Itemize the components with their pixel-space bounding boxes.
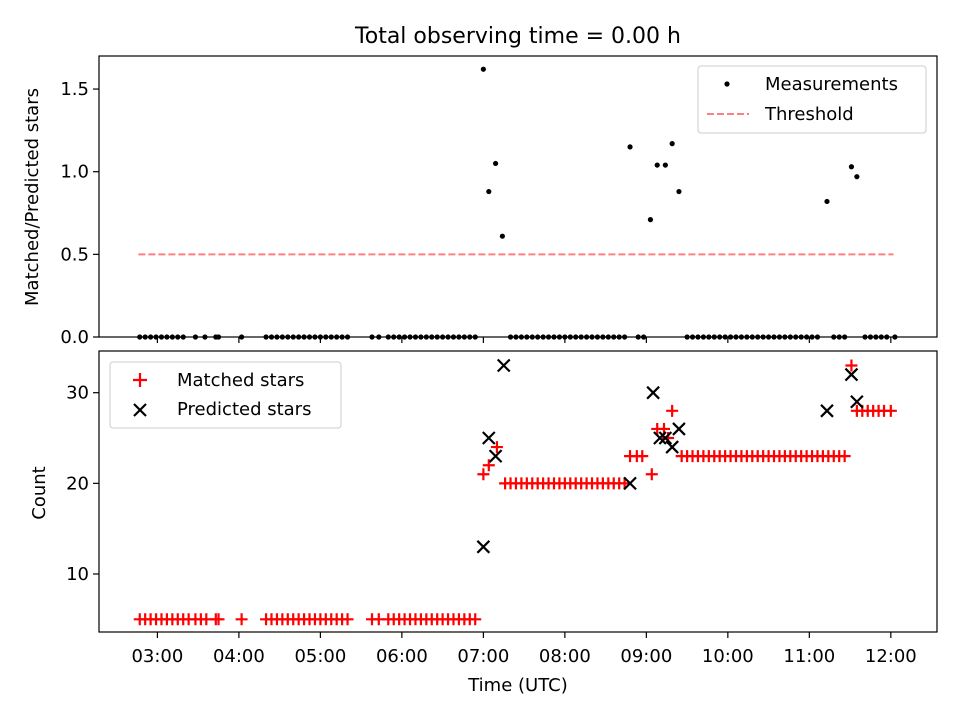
x-axis-label: Time (UTC) [467, 675, 568, 696]
legend-measurements-label: Measurements [765, 74, 898, 95]
x-tick-label: 09:00 [620, 646, 672, 667]
matched-star-point [838, 450, 851, 463]
measurement-point [647, 217, 654, 223]
ratio-y-tick-label: 1.5 [60, 79, 89, 100]
ratio-legend: Measurements Threshold [697, 65, 927, 134]
x-tick-label: 08:00 [539, 646, 591, 667]
measurement-point [854, 174, 860, 180]
count-y-tick-label: 20 [66, 473, 89, 494]
matched-star-point [636, 450, 649, 463]
x-tick-label: 07:00 [457, 646, 509, 667]
measurement-point [499, 233, 505, 239]
predicted-star-point [820, 404, 834, 418]
measurement-point [824, 198, 830, 205]
predicted-star-point [653, 431, 667, 445]
matched-star-point [341, 613, 354, 626]
count-y-tick-label: 30 [66, 383, 89, 404]
measurement-point [676, 188, 682, 195]
chart-title: Total observing time = 0.00 h [354, 24, 681, 49]
predicted-star-point [488, 449, 503, 463]
measurement-point [627, 144, 633, 150]
matched-star-point [645, 468, 658, 481]
predicted-star-point [646, 385, 660, 400]
ratio-y-tick-label: 1.0 [60, 162, 89, 183]
predicted-star-point [482, 431, 496, 445]
predicted-star-point [658, 431, 673, 445]
predicted-star-point [850, 394, 864, 409]
measurement-point [669, 141, 675, 147]
x-tick-label: 05:00 [294, 646, 346, 667]
legend-matched-label: Matched stars [177, 370, 304, 391]
measurement-point [486, 188, 492, 195]
legend-matched-marker [133, 373, 147, 387]
legend-predicted-marker [133, 403, 147, 417]
matched-star-point [490, 441, 503, 454]
legend-predicted-label: Predicted stars [177, 399, 311, 420]
matched-star-point [235, 613, 248, 626]
predicted-star-point [476, 540, 491, 554]
predicted-star-point [623, 476, 637, 491]
legend-threshold-label: Threshold [764, 104, 854, 125]
ratio-y-tick-label: 0.0 [60, 327, 89, 348]
x-tick-label: 04:00 [213, 646, 265, 667]
ratio-y-axis-label: Matched/Predicted stars [22, 88, 43, 306]
x-tick-label: 10:00 [702, 646, 754, 667]
matched-star-point [212, 613, 225, 626]
matched-star-point [845, 359, 858, 372]
legend-measurements-marker [724, 81, 730, 87]
x-tick-label: 06:00 [376, 646, 428, 667]
ratio-legend-box [697, 65, 927, 134]
measurement-point [662, 162, 668, 168]
matched-star-point [477, 468, 490, 481]
count-axes-frame [98, 350, 938, 633]
predicted-star-point [496, 358, 511, 373]
measurement-point [848, 164, 855, 170]
predicted-star-point [672, 422, 686, 436]
measurement-point [654, 162, 660, 168]
matched-star-point [666, 404, 679, 417]
matched-star-point [482, 459, 495, 472]
x-tick-label: 03:00 [131, 646, 183, 667]
matched-star-point [469, 613, 482, 626]
ratio-axes-frame [98, 55, 938, 338]
ratio-panel: 0.0 0.5 1.0 1.5 Matched/Predicted stars Mea… [22, 55, 938, 348]
matched-star-point [884, 404, 897, 417]
count-legend-box [109, 361, 342, 429]
x-tick-label: 11:00 [783, 646, 835, 667]
measurement-point [492, 160, 499, 167]
ratio-y-tick-label: 0.5 [60, 244, 89, 265]
count-panel: 10 20 30 03:00 04:00 05:00 06:00 07:00 08:00 09:0… [29, 350, 938, 696]
measurement-point [480, 66, 486, 72]
count-legend: Matched stars Predicted stars [109, 361, 342, 429]
x-tick-label: 12:00 [865, 646, 917, 667]
count-y-axis-label: Count [29, 466, 50, 519]
count-y-tick-label: 10 [66, 564, 89, 585]
predicted-star-point [844, 367, 859, 382]
predicted-star-point [665, 440, 679, 454]
